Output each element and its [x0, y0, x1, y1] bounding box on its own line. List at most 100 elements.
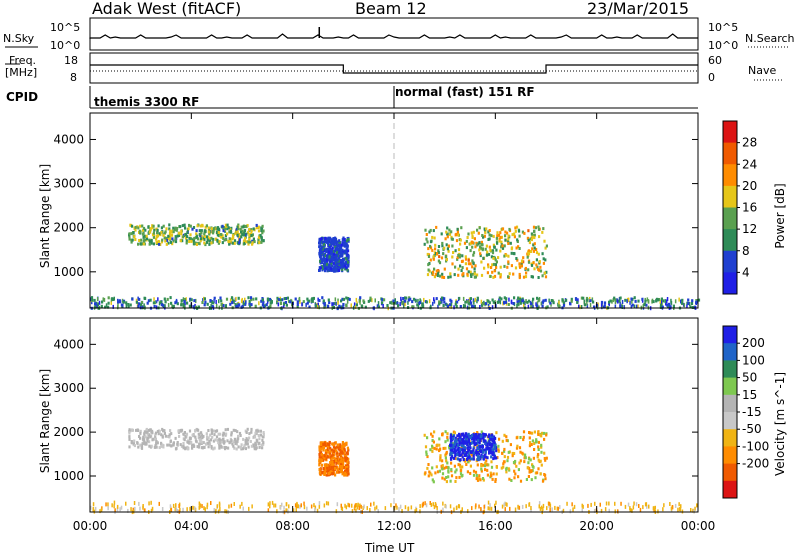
- echo-point: [224, 428, 227, 432]
- echo-point: [212, 229, 215, 233]
- echo-point: [246, 224, 249, 228]
- echo-point: [140, 446, 143, 449]
- echo-point: [439, 458, 442, 462]
- echo-point: [532, 261, 535, 265]
- ytick-label: 4000: [53, 132, 84, 146]
- colorbar-tick-label: -50: [742, 422, 762, 436]
- echo-point: [224, 446, 228, 450]
- scatter-point: [143, 508, 146, 513]
- echo-point: [473, 435, 476, 439]
- echo-point: [336, 269, 339, 273]
- echo-point: [157, 432, 160, 436]
- echo-point: [502, 462, 505, 466]
- scatter-point: [158, 501, 160, 506]
- echo-point: [666, 303, 669, 307]
- echo-point: [515, 436, 518, 440]
- echo-point: [455, 468, 458, 472]
- scatter-point: [646, 504, 648, 509]
- echo-point: [497, 256, 500, 260]
- echo-point: [537, 467, 540, 471]
- scatter-point: [174, 507, 176, 512]
- scatter-point: [206, 505, 208, 510]
- echo-point: [493, 453, 496, 457]
- echo-point: [523, 231, 526, 235]
- echo-point: [518, 247, 521, 250]
- echo-point: [206, 302, 209, 306]
- scatter-point: [99, 509, 101, 514]
- echo-point: [200, 431, 203, 435]
- echo-point: [207, 429, 210, 432]
- echo-point: [493, 274, 497, 278]
- scatter-point: [336, 502, 339, 507]
- echo-point: [141, 242, 144, 246]
- echo-point: [230, 237, 233, 241]
- scatter-point: [354, 305, 357, 309]
- echo-point: [247, 296, 250, 300]
- echo-point: [200, 231, 203, 235]
- echo-point: [221, 234, 224, 238]
- echo-point: [154, 301, 157, 305]
- echo-point: [198, 242, 201, 246]
- echo-point: [244, 233, 247, 237]
- echo-point: [431, 478, 434, 482]
- echo-point: [523, 460, 526, 464]
- echo-point: [140, 238, 143, 242]
- echo-point: [437, 259, 440, 263]
- echo-point: [467, 258, 470, 262]
- echo-point: [493, 447, 496, 451]
- scatter-point: [530, 508, 532, 513]
- echo-point: [540, 434, 543, 438]
- echo-point: [527, 475, 530, 478]
- echo-point: [342, 458, 345, 462]
- echo-point: [347, 297, 350, 300]
- echo-point: [438, 300, 441, 304]
- scatter-point: [297, 504, 299, 509]
- colorbar-swatch: [723, 207, 737, 230]
- echo-point: [134, 225, 137, 229]
- echo-point: [156, 231, 159, 235]
- scatter-point: [499, 300, 502, 305]
- echo-point: [469, 262, 472, 266]
- scatter-point: [571, 502, 573, 507]
- echo-point: [475, 451, 478, 455]
- echo-point: [507, 467, 510, 471]
- echo-point: [447, 249, 450, 253]
- echo-point: [180, 232, 183, 236]
- echo-point: [322, 446, 325, 450]
- echo-point: [197, 241, 200, 245]
- echo-point: [530, 275, 533, 279]
- echo-point: [342, 451, 346, 455]
- echo-point: [230, 296, 234, 300]
- scatter-point: [113, 504, 115, 509]
- echo-point: [461, 259, 464, 263]
- echo-point: [225, 224, 228, 228]
- echo-point: [466, 236, 469, 239]
- scatter-point: [646, 297, 649, 302]
- echo-point: [296, 305, 299, 309]
- echo-point: [531, 431, 534, 435]
- echo-point: [426, 466, 429, 470]
- echo-point: [130, 441, 133, 445]
- scatter-point: [674, 503, 677, 508]
- echo-point: [318, 468, 321, 471]
- echo-point: [343, 240, 346, 244]
- scatter-point: [578, 304, 580, 309]
- echo-point: [530, 305, 533, 309]
- echo-point: [465, 246, 468, 250]
- scatter-point: [528, 502, 531, 507]
- echo-point: [158, 446, 161, 450]
- echo-point: [255, 429, 258, 433]
- echo-point: [345, 304, 348, 307]
- echo-point: [469, 446, 472, 450]
- echo-point: [172, 441, 175, 445]
- echo-point: [209, 433, 212, 437]
- echo-point: [258, 241, 261, 245]
- echo-point: [386, 304, 389, 307]
- scatter-point: [694, 506, 696, 511]
- echo-point: [453, 273, 456, 277]
- echo-point: [516, 240, 519, 243]
- echo-point: [347, 262, 350, 266]
- echo-point: [323, 267, 326, 270]
- echo-point: [341, 268, 344, 272]
- echo-point: [490, 433, 494, 437]
